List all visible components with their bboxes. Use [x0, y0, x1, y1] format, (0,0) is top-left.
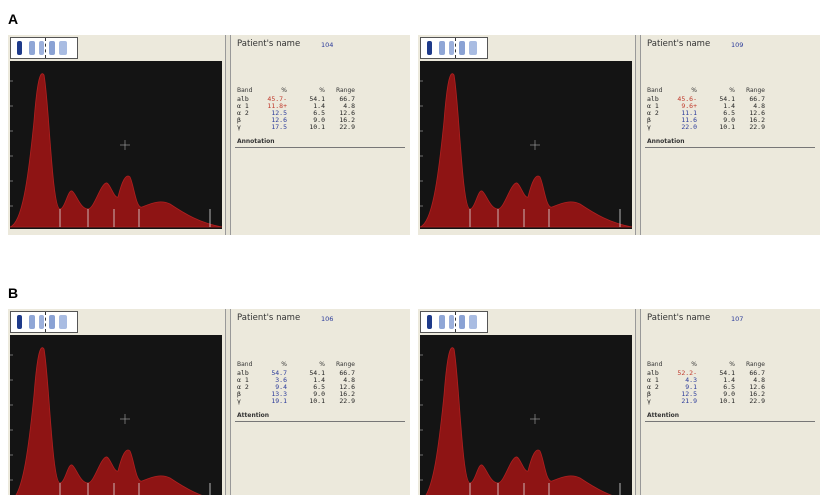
note-rule [235, 421, 405, 422]
column-header: % [261, 361, 287, 368]
note-label: Annotation [237, 138, 275, 145]
note-rule [645, 421, 815, 422]
gel-band [469, 41, 477, 55]
patient-id: 107 [731, 315, 743, 323]
cell-band: γ [237, 124, 241, 131]
column-header: % [709, 361, 735, 368]
report-info: Patient's name109Band%%Rangealb45.6-54.1… [640, 35, 821, 235]
density-curve [420, 61, 632, 229]
cell-range: 22.9 [329, 124, 355, 131]
patient-id: 104 [321, 41, 333, 49]
gel-marker [455, 38, 456, 58]
note-rule [645, 147, 815, 148]
cell-value: 22.0 [671, 124, 697, 131]
densitometry-plot [420, 61, 632, 229]
gel-band [49, 315, 55, 329]
panel-label: A [8, 11, 18, 27]
patient-label: Patient's name [647, 313, 710, 323]
cell-value: 17.5 [261, 124, 287, 131]
cell-range: 22.9 [739, 398, 765, 405]
cell-band: γ [237, 398, 241, 405]
column-header: % [709, 87, 735, 94]
gel-band [59, 315, 67, 329]
panel-label: B [8, 285, 18, 301]
gel-band [17, 41, 22, 55]
gel-strip [10, 311, 78, 333]
gel-strip [420, 37, 488, 59]
patient-label: Patient's name [237, 313, 300, 323]
column-header: Range [739, 361, 765, 368]
cell-band: γ [647, 124, 651, 131]
gel-band [29, 41, 35, 55]
densitometry-plot [10, 61, 222, 229]
column-header: % [299, 361, 325, 368]
patient-id: 106 [321, 315, 333, 323]
column-header: % [299, 87, 325, 94]
note-label: Attention [237, 412, 269, 419]
gel-band [439, 41, 445, 55]
cell-value: 19.1 [261, 398, 287, 405]
gel-band [439, 315, 445, 329]
cell-reference: 10.1 [709, 124, 735, 131]
density-curve [10, 61, 222, 229]
cell-reference: 10.1 [709, 398, 735, 405]
cell-reference: 10.1 [299, 398, 325, 405]
column-header: Band [237, 87, 252, 94]
note-rule [235, 147, 405, 148]
gel-band [29, 315, 35, 329]
patient-label: Patient's name [237, 39, 300, 49]
cell-value: 21.9 [671, 398, 697, 405]
densitometry-plot [420, 335, 632, 495]
gel-marker [45, 38, 46, 58]
gel-band [449, 41, 454, 55]
cell-band: γ [647, 398, 651, 405]
column-header: Range [329, 361, 355, 368]
density-curve [420, 335, 632, 495]
gel-marker [45, 312, 46, 332]
figure: APatient's name104Band%%Rangealb45.7-54.… [0, 0, 821, 495]
cell-range: 22.9 [329, 398, 355, 405]
gel-band [469, 315, 477, 329]
gel-marker [455, 312, 456, 332]
gel-strip [420, 311, 488, 333]
gel-band [459, 315, 465, 329]
gel-band [427, 41, 432, 55]
column-header: Band [237, 361, 252, 368]
column-header: % [261, 87, 287, 94]
patient-id: 109 [731, 41, 743, 49]
column-header: % [671, 87, 697, 94]
cell-range: 22.9 [739, 124, 765, 131]
gel-band [449, 315, 454, 329]
densitometry-plot [10, 335, 222, 495]
column-header: Range [329, 87, 355, 94]
gel-strip [10, 37, 78, 59]
column-header: Band [647, 361, 662, 368]
note-label: Annotation [647, 138, 685, 145]
note-label: Attention [647, 412, 679, 419]
column-header: % [671, 361, 697, 368]
density-curve [10, 335, 222, 495]
gel-band [39, 41, 44, 55]
gel-band [427, 315, 432, 329]
column-header: Band [647, 87, 662, 94]
gel-band [459, 41, 465, 55]
gel-band [59, 41, 67, 55]
patient-label: Patient's name [647, 39, 710, 49]
gel-band [17, 315, 22, 329]
gel-band [49, 41, 55, 55]
column-header: Range [739, 87, 765, 94]
gel-band [39, 315, 44, 329]
cell-reference: 10.1 [299, 124, 325, 131]
